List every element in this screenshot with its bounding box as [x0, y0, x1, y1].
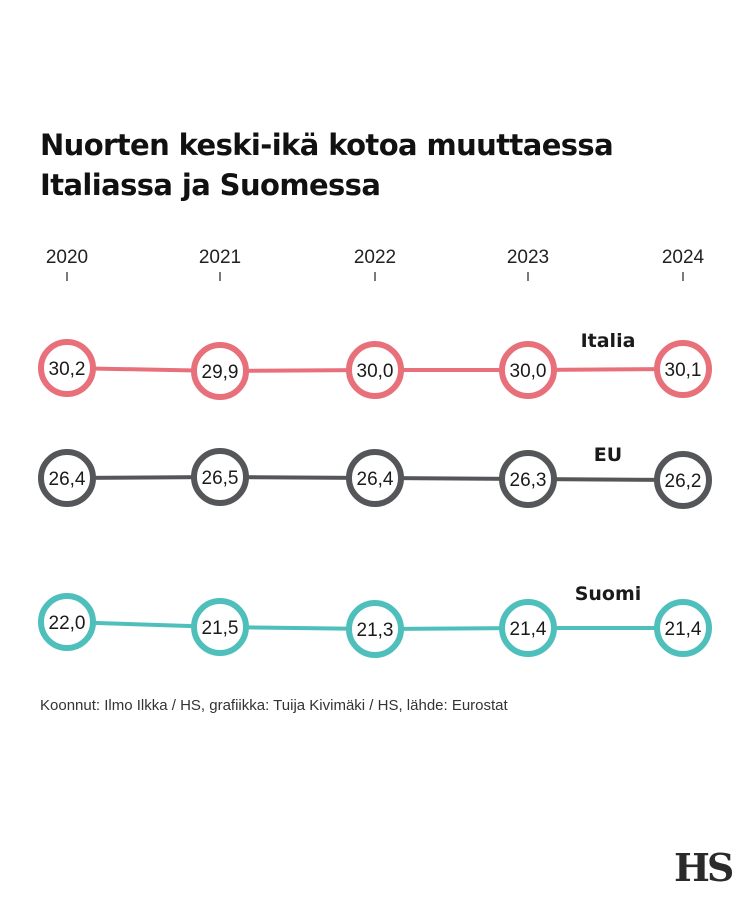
x-tick-label-2022: 2022	[354, 247, 396, 268]
data-point-suomi-2022	[346, 600, 404, 658]
data-point-suomi-2023	[499, 599, 557, 657]
data-label-italia-2023: 30,0	[510, 361, 547, 382]
data-point-eu-2020	[38, 449, 96, 507]
series-name-suomi: Suomi	[575, 583, 642, 605]
x-tick-label-2020: 2020	[46, 247, 88, 268]
data-label-suomi-2024: 21,4	[665, 619, 702, 640]
data-point-italia-2022	[346, 341, 404, 399]
series-name-italia: Italia	[581, 330, 636, 352]
chart-title: Nuorten keski-ikä kotoa muuttaessa Itali…	[40, 125, 720, 205]
data-point-suomi-2021	[191, 598, 249, 656]
data-point-eu-2023	[499, 450, 557, 508]
x-tick-label-2024: 2024	[662, 247, 705, 268]
data-point-eu-2021	[191, 448, 249, 506]
source-note: Koonnut: Ilmo Ilkka / HS, grafiikka: Tui…	[40, 697, 508, 714]
data-label-italia-2024: 30,1	[665, 360, 702, 381]
data-point-suomi-2020	[38, 593, 96, 651]
data-point-italia-2023	[499, 341, 557, 399]
data-label-eu-2022: 26,4	[357, 469, 394, 490]
data-label-italia-2021: 29,9	[202, 362, 239, 383]
data-point-italia-2024	[654, 340, 712, 398]
x-tick-label-2023: 2023	[507, 247, 549, 268]
hs-logo: HS	[674, 845, 734, 890]
data-point-eu-2024	[654, 451, 712, 509]
data-label-eu-2024: 26,2	[665, 471, 702, 492]
data-label-suomi-2020: 22,0	[49, 613, 86, 634]
x-tick-label-2021: 2021	[199, 247, 241, 268]
data-label-eu-2021: 26,5	[202, 468, 239, 489]
data-label-italia-2020: 30,2	[49, 359, 86, 380]
data-label-eu-2023: 26,3	[510, 470, 547, 491]
data-point-italia-2021	[191, 342, 249, 400]
data-point-eu-2022	[346, 449, 404, 507]
line-chart: 2020 2021 2022 2023 2024 30,2 29,9 30,0 30,0 30,1…	[38, 247, 712, 658]
data-label-suomi-2023: 21,4	[510, 619, 547, 640]
data-label-italia-2022: 30,0	[357, 361, 394, 382]
title-line-2: Italiassa ja Suomessa	[40, 168, 381, 202]
data-label-suomi-2022: 21,3	[357, 620, 394, 641]
data-point-suomi-2024	[654, 599, 712, 657]
series-name-eu: EU	[594, 444, 622, 466]
data-label-suomi-2021: 21,5	[202, 618, 239, 639]
data-point-italia-2020	[38, 339, 96, 397]
title-line-1: Nuorten keski-ikä kotoa muuttaessa	[40, 128, 614, 162]
data-label-eu-2020: 26,4	[49, 469, 86, 490]
